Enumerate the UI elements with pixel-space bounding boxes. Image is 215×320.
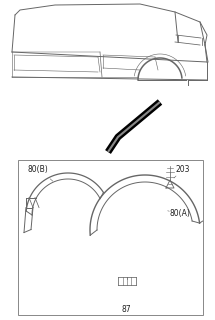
Bar [18, 160, 203, 315]
Text: 203: 203 [175, 165, 189, 174]
Text: 80(B): 80(B) [28, 165, 49, 174]
Text: 87: 87 [122, 305, 132, 314]
Text: 80(A): 80(A) [170, 209, 191, 218]
